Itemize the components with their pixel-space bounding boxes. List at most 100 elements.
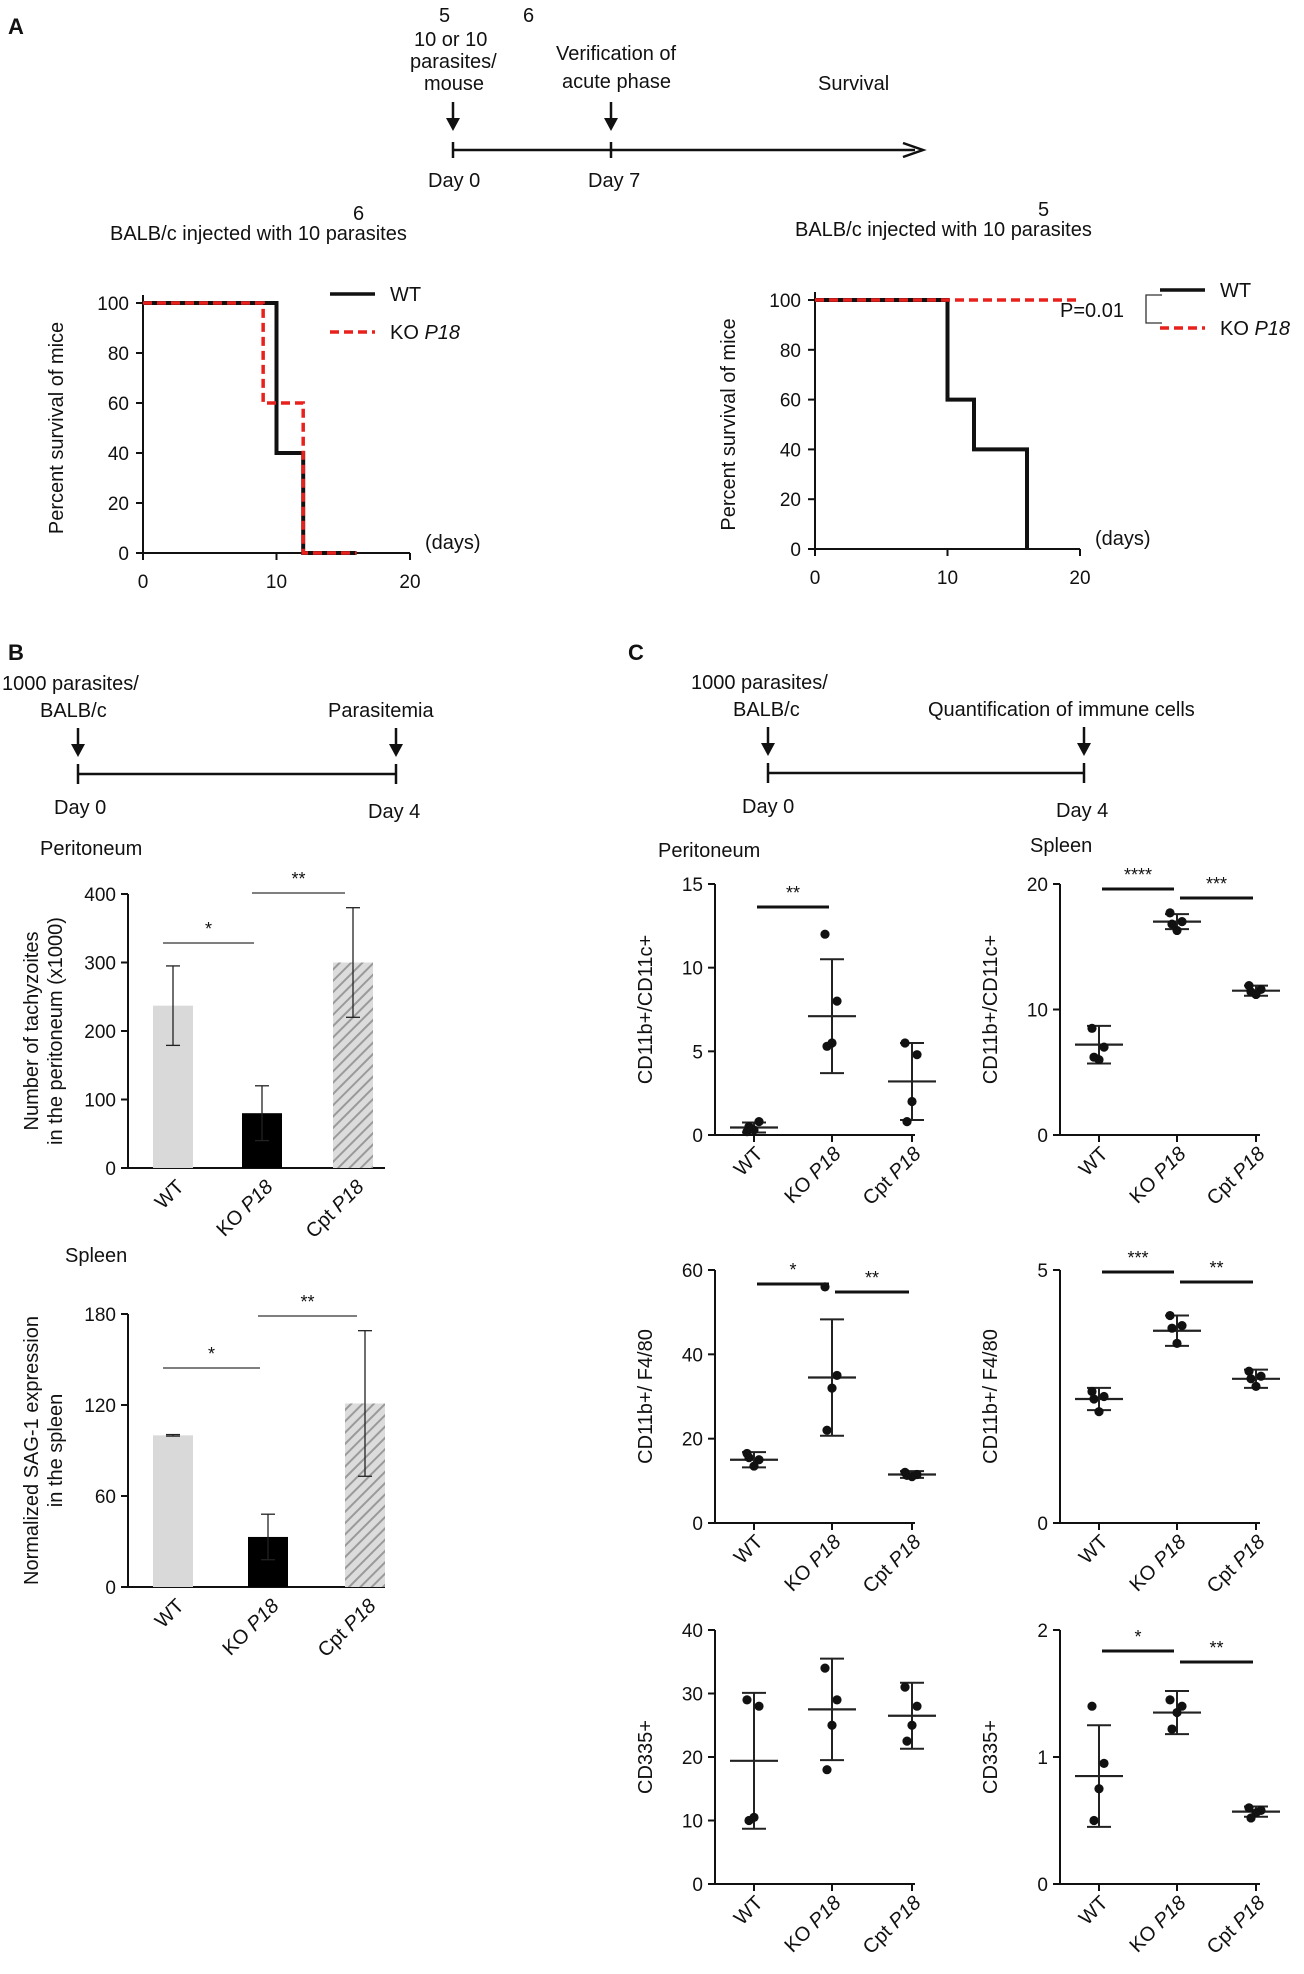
timeline-day0-label: Day 0 bbox=[428, 170, 480, 192]
series-wt bbox=[143, 301, 357, 555]
data-point bbox=[744, 1453, 754, 1463]
significance-label: ** bbox=[300, 1292, 314, 1312]
chart-title: BALB/c injected with 10 parasites bbox=[110, 223, 407, 245]
data-point bbox=[1094, 1407, 1104, 1417]
arrow-b-day0-head bbox=[71, 744, 85, 757]
x-category-label: WT bbox=[730, 1143, 768, 1181]
timeline-c-inoculum-line1: 1000 parasites/ bbox=[691, 672, 828, 694]
x-category-label: WT bbox=[730, 1892, 768, 1930]
chart-title-exponent: 5 bbox=[1038, 199, 1049, 221]
x-category-label: WT bbox=[730, 1531, 768, 1569]
data-point bbox=[742, 1695, 752, 1705]
significance-label: ** bbox=[1209, 1638, 1223, 1658]
timeline-verification-line2: acute phase bbox=[562, 71, 671, 93]
y-tick-label: 5 bbox=[692, 1042, 703, 1063]
y-tick-label: 60 bbox=[95, 1487, 116, 1508]
x-category-label: KO P18 bbox=[218, 1595, 283, 1660]
y-tick-label: 0 bbox=[1037, 1126, 1048, 1147]
data-point bbox=[1165, 1310, 1175, 1321]
axes bbox=[1059, 1630, 1260, 1885]
data-point bbox=[902, 1736, 912, 1746]
y-tick-label: 40 bbox=[780, 440, 801, 461]
y-tick-label: 40 bbox=[108, 444, 129, 465]
x-axis-label: (days) bbox=[1095, 528, 1151, 550]
data-point bbox=[907, 1096, 917, 1107]
data-point bbox=[820, 1663, 830, 1673]
timeline-inoculum-line1: 10 or 10 bbox=[414, 29, 487, 51]
series-ko-p18 bbox=[143, 301, 357, 555]
timeline-inoculum-line3: mouse bbox=[424, 73, 484, 95]
y-axis-label: CD335+ bbox=[635, 1720, 657, 1794]
y-tick-label: 0 bbox=[692, 1514, 703, 1535]
significance-label: * bbox=[789, 1260, 796, 1280]
y-tick-label: 120 bbox=[84, 1396, 116, 1417]
y-tick-label: 20 bbox=[682, 1748, 703, 1769]
column-title-peritoneum: Peritoneum bbox=[658, 840, 760, 862]
arrow-c-day0-head bbox=[761, 743, 775, 756]
legend-label-wt: WT bbox=[390, 284, 421, 306]
y-tick-label: 0 bbox=[1037, 1875, 1048, 1896]
x-category-label: KO P18 bbox=[212, 1176, 277, 1241]
x-category-label: KO P18 bbox=[780, 1143, 845, 1208]
chart-title: BALB/c injected with 10 parasites bbox=[795, 219, 1092, 241]
x-category-label: Cpt P18 bbox=[314, 1595, 381, 1662]
section-spleen-label: Spleen bbox=[65, 1245, 127, 1267]
y-tick-label: 180 bbox=[84, 1305, 116, 1326]
data-point bbox=[1172, 925, 1182, 936]
panel-a-letter: A bbox=[8, 14, 24, 39]
timeline-b-day4-label: Day 4 bbox=[368, 801, 420, 823]
data-point bbox=[1246, 1813, 1256, 1823]
y-tick-label: 0 bbox=[105, 1159, 116, 1180]
y-axis-label: CD11b+/ F4/80 bbox=[635, 1329, 657, 1464]
data-point bbox=[1087, 1023, 1097, 1033]
data-point bbox=[1089, 1394, 1099, 1404]
bar-chart-spleen: 0 60 120 180 Normalized SAG-1 expression in t… bbox=[21, 1292, 385, 1662]
data-point bbox=[822, 1425, 832, 1435]
y-axis-label: Percent survival of mice bbox=[718, 318, 740, 530]
data-point bbox=[832, 996, 842, 1006]
panel-b-letter: B bbox=[8, 640, 24, 665]
x-category-label: KO P18 bbox=[780, 1892, 845, 1957]
x-category-label: KO P18 bbox=[1125, 1892, 1190, 1957]
data-point bbox=[907, 1720, 917, 1730]
x-category-label: Cpt P18 bbox=[302, 1176, 369, 1243]
data-point bbox=[1099, 1758, 1109, 1768]
y-tick-label: 10 bbox=[682, 1812, 703, 1833]
timeline-b-day0-label: Day 0 bbox=[54, 797, 106, 819]
y-tick-label: 15 bbox=[682, 875, 703, 896]
legend-label-ko: KO P18 bbox=[1220, 318, 1290, 340]
data-point bbox=[1256, 1371, 1266, 1381]
y-tick-label: 100 bbox=[84, 1091, 116, 1112]
y-tick-label: 40 bbox=[682, 1345, 703, 1366]
significance-label: * bbox=[1134, 1627, 1141, 1647]
data-point bbox=[912, 1050, 922, 1060]
timeline-b-inoculum-line1: 1000 parasites/ bbox=[2, 673, 139, 695]
data-point bbox=[822, 1765, 832, 1775]
panel-a-timeline: 5 6 10 or 10 parasites/ mouse Verificati… bbox=[410, 5, 927, 192]
y-tick-label: 0 bbox=[692, 1126, 703, 1147]
x-tick-label: 10 bbox=[937, 568, 958, 589]
data-point bbox=[754, 1455, 764, 1465]
data-point bbox=[902, 1470, 912, 1480]
data-point bbox=[744, 1122, 754, 1132]
significance-label: ** bbox=[291, 869, 305, 889]
axes bbox=[714, 1270, 915, 1524]
y-axis-label-line1: Number of tachyzoites bbox=[21, 932, 43, 1131]
x-category-label: WT bbox=[151, 1595, 189, 1633]
y-axis-label-line2: in the spleen bbox=[45, 1394, 67, 1507]
y-tick-label: 0 bbox=[118, 544, 129, 565]
x-tick-label: 20 bbox=[1069, 568, 1090, 589]
data-point bbox=[902, 1117, 912, 1127]
data-point bbox=[1089, 1052, 1099, 1062]
data-point bbox=[1087, 1701, 1097, 1711]
data-point bbox=[1094, 1784, 1104, 1794]
timeline-day7-label: Day 7 bbox=[588, 170, 640, 192]
x-category-label: Cpt P18 bbox=[859, 1892, 926, 1959]
data-point bbox=[1177, 1701, 1187, 1711]
y-tick-label: 40 bbox=[682, 1621, 703, 1642]
y-tick-label: 20 bbox=[682, 1430, 703, 1451]
y-tick-label: 60 bbox=[108, 394, 129, 415]
